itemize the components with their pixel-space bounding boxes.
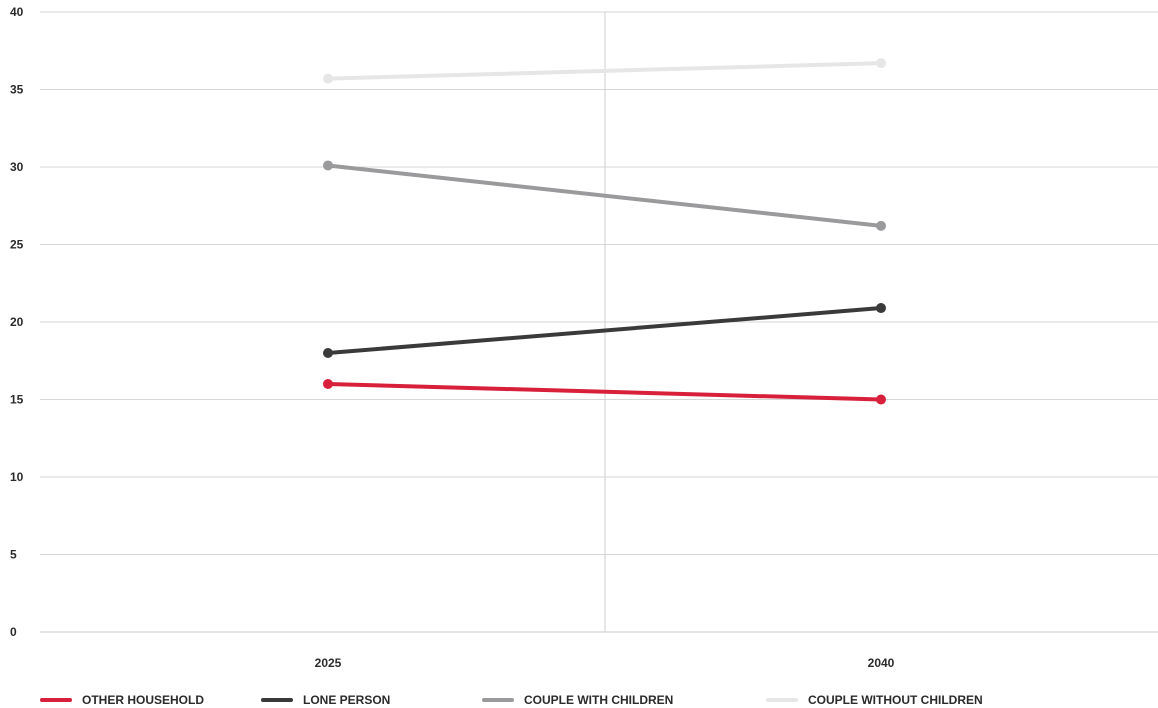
y-tick-label-35: 35 (10, 83, 24, 97)
y-tick-label-25: 25 (10, 238, 24, 252)
x-axis-ticks: 2025 2040 (315, 656, 895, 670)
series-line-other-household (326, 382, 883, 402)
data-point-couple-with-children-2040 (876, 220, 886, 231)
legend-label-lone-person: LONE PERSON (303, 693, 390, 707)
y-tick-label-5: 5 (10, 548, 17, 562)
y-tick-label-15: 15 (10, 393, 24, 407)
y-tick-label-10: 10 (10, 470, 24, 484)
x-tick-label-2040: 2040 (868, 656, 895, 670)
data-point-lone-person-2040 (876, 303, 886, 314)
data-point-other-household-2040 (876, 394, 886, 405)
legend-label-other-household: OTHER HOUSEHOLD (82, 693, 204, 707)
data-point-couple-without-children-2025 (323, 73, 333, 84)
series-line-couple-without-children (326, 61, 883, 81)
data-point-couple-with-children-2025 (323, 160, 333, 171)
legend-label-couple-with-children: COUPLE WITH CHILDREN (524, 693, 673, 707)
legend-label-couple-without-children: COUPLE WITHOUT CHILDREN (808, 693, 983, 707)
gridlines (40, 11, 1158, 633)
y-tick-label-40: 40 (10, 5, 24, 19)
y-axis-ticks: 0 5 10 15 20 25 30 35 40 (10, 5, 24, 639)
x-tick-label-2025: 2025 (315, 656, 342, 670)
series-lines (323, 58, 886, 405)
series-line-lone-person (326, 306, 883, 355)
series-line-couple-with-children (326, 163, 883, 228)
y-tick-label-20: 20 (10, 315, 24, 329)
data-point-other-household-2025 (323, 379, 333, 389)
y-tick-label-0: 0 (10, 625, 17, 639)
data-point-couple-without-children-2040 (876, 58, 886, 69)
data-point-lone-person-2025 (323, 348, 333, 358)
legend: OTHER HOUSEHOLD LONE PERSON COUPLE WITH CH… (40, 693, 983, 707)
y-tick-label-30: 30 (10, 160, 24, 174)
